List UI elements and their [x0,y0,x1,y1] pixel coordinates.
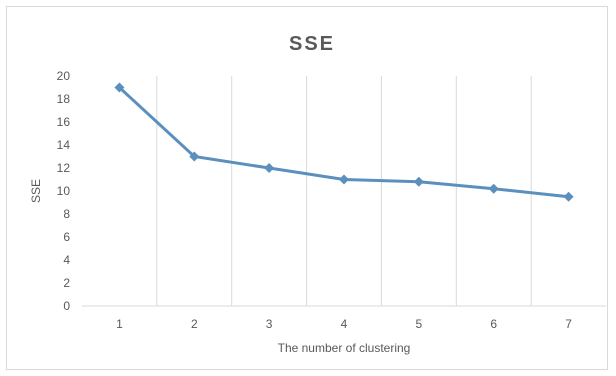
x-tick-label: 3 [266,317,273,331]
chart-title: SSE [289,33,335,55]
y-tick-label: 0 [63,299,70,313]
y-tick-label: 2 [63,276,70,290]
x-tick-label: 1 [116,317,123,331]
y-tick-label: 4 [63,253,70,267]
y-axis-label: SSE [29,179,43,203]
x-tick-label: 2 [191,317,198,331]
grid-lines [156,76,532,306]
data-point-marker [413,176,424,187]
y-tick-label: 18 [57,92,71,106]
y-tick-label: 10 [57,184,71,198]
data-point-marker [563,191,574,202]
y-tick-label: 12 [57,161,71,175]
y-tick-labels: 0 2 4 6 8 10 12 14 16 18 20 [57,69,71,313]
x-tick-label: 5 [416,317,423,331]
x-axis-label: The number of clustering [278,341,411,355]
y-tick-label: 16 [57,115,71,129]
data-point-marker [264,163,275,173]
y-tick-label: 14 [57,138,71,152]
y-tick-label: 6 [63,230,70,244]
y-tick-label: 8 [63,207,70,221]
x-tick-label: 4 [341,317,348,331]
data-point-marker [488,183,499,194]
x-tick-label: 7 [565,317,572,331]
data-markers [114,82,574,202]
data-point-marker [114,82,125,93]
y-tick-label: 20 [57,69,71,83]
x-tick-label: 6 [490,317,497,331]
x-tick-labels: 1 2 3 4 5 6 7 [116,317,572,331]
data-point-marker [339,174,349,185]
data-point-marker [189,151,200,162]
